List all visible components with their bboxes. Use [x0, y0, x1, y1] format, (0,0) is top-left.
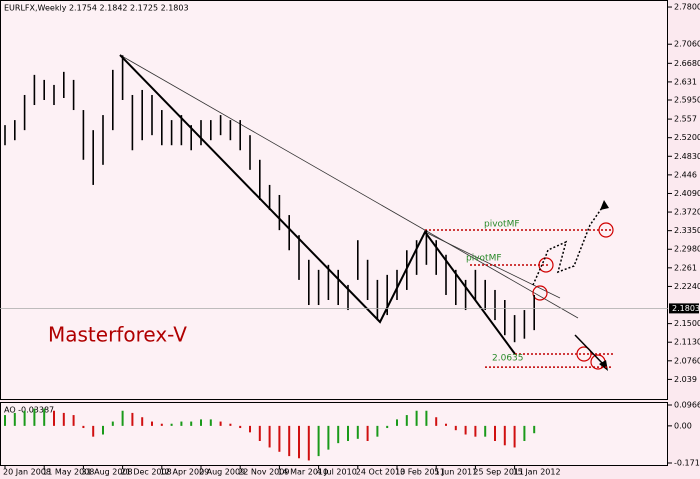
y-tick-label: 2.7060: [674, 40, 700, 49]
brand: Masterforex-V: [48, 323, 187, 347]
arrow-head: [599, 360, 608, 371]
y-tick-label: 2.1130: [674, 338, 700, 347]
y-tick-label: 2.5950: [674, 96, 700, 105]
y-tick-label: 2.7800: [674, 3, 700, 12]
y-tick-label: 2.631: [674, 77, 697, 86]
y-tick-label: 2.446: [674, 170, 697, 179]
zigzag: [119, 54, 516, 355]
x-tick-label: 12 Apr 2009: [160, 468, 209, 477]
x-tick-label: 22 Nov 2009: [238, 468, 289, 477]
pivot-label: pivotMF: [466, 254, 502, 264]
y-tick-label: 0.09663: [674, 401, 700, 410]
y-tick-label: 0.00: [674, 421, 692, 430]
x-tick-label: 21 Dec 2008: [121, 468, 172, 477]
arrow-head: [600, 200, 609, 210]
last-price-box: [669, 303, 699, 314]
y-tick-label: 2.5200: [674, 133, 700, 142]
pivot-label: pivotMF: [484, 220, 520, 230]
y-tick-label: -0.17191: [674, 459, 700, 468]
y-tick-label: 2.2240: [674, 282, 700, 291]
target-circle: [576, 346, 592, 362]
trend-line: [119, 54, 579, 319]
x-tick-label: 15 Jan 2012: [513, 468, 561, 477]
x-tick-label: 20 Jan 2008: [3, 468, 51, 477]
x-tick-label: 25 Sep 2011: [473, 468, 524, 477]
y-tick-label: 2.1500: [674, 319, 700, 328]
x-tick-label: 4 Jul 2010: [317, 468, 357, 477]
x-tick-label: 2 Aug 2009: [199, 468, 245, 477]
x-tick-label: 24 Oct 2010: [356, 468, 405, 477]
ao-panel: [0, 402, 668, 466]
projection: [532, 204, 605, 286]
x-tick-label: 13 Feb 2011: [395, 468, 445, 477]
y-tick-label: 2.4090: [674, 189, 700, 198]
y-tick-label: 2.261: [674, 263, 697, 272]
target-label: 2.0635: [492, 354, 524, 364]
target-circle: [598, 222, 614, 238]
chart-title: EURLFX,Weekly 2.1754 2.1842 2.1725 2.180…: [4, 4, 189, 13]
x-tick-label: 14 Mar 2010: [277, 468, 328, 477]
y-tick-label: 2.039: [674, 375, 697, 384]
y-tick-label: 2.4830: [674, 152, 700, 161]
indicator-title: AO -0.03387: [4, 406, 54, 415]
y-tick-label: 2.3720: [674, 208, 700, 217]
price-panel: [0, 0, 668, 400]
trend-lines: [119, 54, 615, 371]
x-tick-label: 5 Jun 2011: [434, 468, 477, 477]
y-tick-label: 2.2980: [674, 245, 700, 254]
target-circle: [538, 257, 554, 273]
x-tick-label: 11 May 2008: [42, 468, 94, 477]
y-tick-label: 2.557: [674, 115, 697, 124]
y-tick-label: 2.6680: [674, 59, 700, 68]
projection: [574, 334, 606, 367]
y-tick-label: 2.0760: [674, 356, 700, 365]
last-price-label: 2.1803: [672, 304, 700, 313]
x-tick-label: 31 Aug 2008: [81, 468, 132, 477]
y-tick-label: 2.3350: [674, 226, 700, 235]
target-circle: [532, 285, 548, 301]
